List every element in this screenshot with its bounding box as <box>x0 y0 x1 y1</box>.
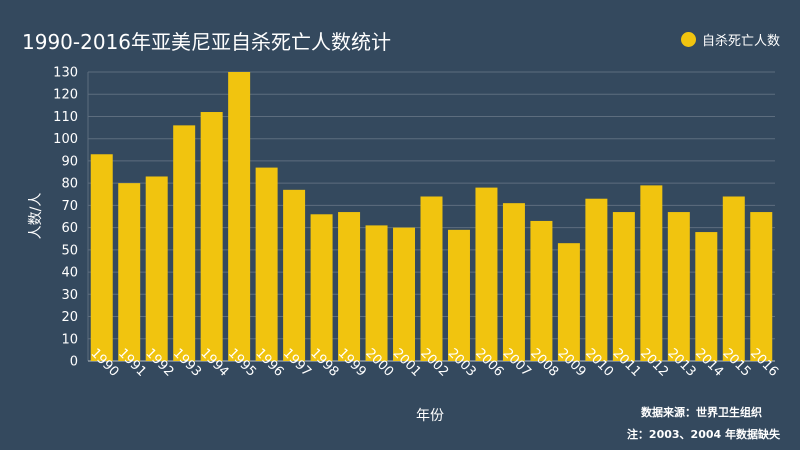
bar-1999 <box>338 212 361 361</box>
y-axis-title: 人数/人 <box>28 193 44 240</box>
bar-1996 <box>255 167 278 361</box>
y-tick-label: 130 <box>53 66 78 81</box>
bar-2003 <box>447 229 470 361</box>
y-tick-label: 60 <box>61 221 78 236</box>
bar-2015 <box>722 196 745 361</box>
x-tick-label: 1998 <box>307 346 341 380</box>
source-note: 数据来源：世界卫生组织 <box>641 406 762 419</box>
y-tick-label: 80 <box>61 177 78 192</box>
bar-1998 <box>310 214 333 361</box>
bar-1994 <box>200 112 223 361</box>
bar-2011 <box>612 212 635 361</box>
bar-2010 <box>585 198 608 361</box>
x-tick-label: 1990 <box>88 346 122 380</box>
y-tick-label: 50 <box>61 243 78 258</box>
x-tick-label: 2002 <box>417 346 451 380</box>
x-tick-label: 1999 <box>335 346 369 380</box>
y-tick-label: 10 <box>61 332 78 347</box>
y-tick-label: 120 <box>53 88 78 103</box>
x-tick-label: 2010 <box>582 346 616 380</box>
bar-1997 <box>283 189 306 361</box>
bar-1992 <box>145 176 168 361</box>
bar-2009 <box>557 243 580 361</box>
x-tick-label: 2000 <box>362 346 396 380</box>
x-tick-label: 1991 <box>115 346 149 380</box>
x-tick-label: 2007 <box>500 346 534 380</box>
x-tick-label: 1997 <box>280 346 314 380</box>
bar-2014 <box>695 232 718 361</box>
bar-2000 <box>365 225 388 361</box>
x-tick-label: 2015 <box>720 346 754 380</box>
x-tick-label: 1994 <box>197 346 231 380</box>
bar-2012 <box>640 185 663 361</box>
bar-2007 <box>502 203 525 361</box>
x-tick-label: 1995 <box>225 346 259 380</box>
y-tick-label: 40 <box>61 266 78 281</box>
x-tick-label: 2013 <box>665 346 699 380</box>
bar-1995 <box>228 72 251 361</box>
legend: 自杀死亡人数 <box>680 30 780 49</box>
x-tick-label: 2014 <box>692 346 726 380</box>
x-axis-title: 年份 <box>416 408 444 424</box>
bar-1993 <box>173 125 196 361</box>
y-tick-labels: 0 10 20 30 40 50 60 70 80 90 100 110 120 130 <box>53 66 78 370</box>
x-tick-label: 1993 <box>170 346 204 380</box>
x-tick-label: 2006 <box>472 346 506 380</box>
x-tick-label: 1996 <box>252 346 286 380</box>
x-tick-label: 2016 <box>747 346 781 380</box>
bar-1990 <box>90 154 113 361</box>
bar-2016 <box>750 212 773 361</box>
x-tick-label: 2001 <box>390 346 424 380</box>
legend-label: 自杀死亡人数 <box>701 34 780 49</box>
bar-2002 <box>420 196 443 361</box>
y-tick-label: 90 <box>61 154 78 169</box>
x-tick-label: 2008 <box>527 346 561 380</box>
bar-2013 <box>667 212 690 361</box>
x-tick-label: 2009 <box>555 346 589 380</box>
y-tick-label: 20 <box>61 310 78 325</box>
y-tick-label: 100 <box>53 132 78 147</box>
bar-2001 <box>393 227 416 361</box>
bars <box>90 72 773 361</box>
y-tick-label: 110 <box>53 110 78 125</box>
x-tick-label: 2003 <box>445 346 479 380</box>
x-tick-label: 2011 <box>610 346 644 380</box>
bar-1991 <box>118 183 141 361</box>
y-tick-label: 0 <box>70 355 78 370</box>
chart-title: 1990-2016年亚美尼亚自杀死亡人数统计 <box>22 30 392 54</box>
bar-2008 <box>530 220 553 361</box>
y-tick-label: 30 <box>61 288 78 303</box>
bar-2006 <box>475 187 498 361</box>
legend-swatch-icon <box>680 32 696 47</box>
x-tick-label: 1992 <box>142 346 176 380</box>
y-tick-label: 70 <box>61 199 78 214</box>
missing-data-note: 注：2003、2004 年数据缺失 <box>626 428 780 441</box>
x-tick-label: 2012 <box>637 346 671 380</box>
